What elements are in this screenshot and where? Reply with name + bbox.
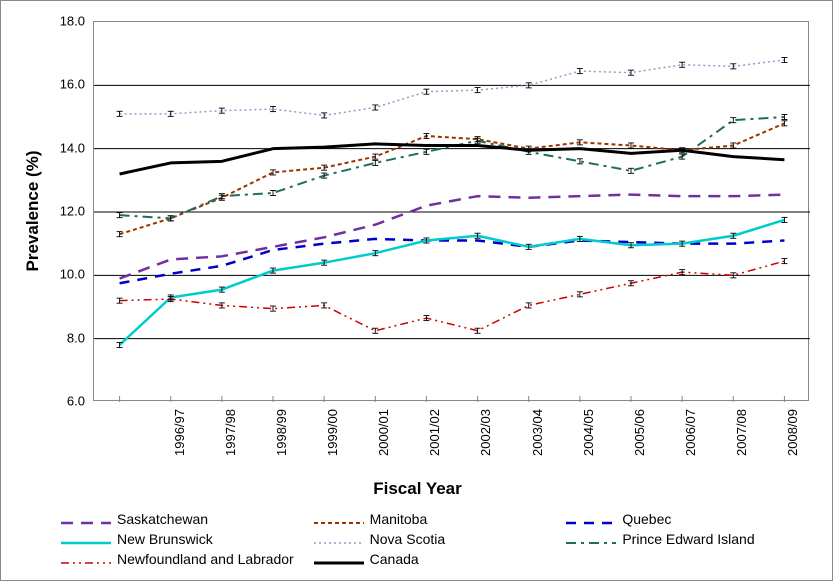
x-tick-label: 2000/01	[376, 409, 391, 456]
legend-item: Quebec	[566, 511, 811, 527]
legend-item: New Brunswick	[61, 531, 306, 547]
legend: Saskatchewan Manitoba Quebec New Brunswick N…	[61, 511, 811, 567]
chart-container: Prevalence (%) 6.08.010.012.014.016.018.…	[0, 0, 833, 581]
x-tick-label: 1996/97	[172, 409, 187, 456]
x-axis-title: Fiscal Year	[1, 479, 833, 499]
legend-item: Nova Scotia	[314, 531, 559, 547]
x-tick-label: 2003/04	[530, 409, 545, 456]
legend-grid: Saskatchewan Manitoba Quebec New Brunswick N…	[61, 511, 811, 567]
x-tick-label: 2002/03	[478, 409, 493, 456]
x-tick-label: 2008/09	[785, 409, 800, 456]
x-tick-label: 2006/07	[683, 409, 698, 456]
legend-item: Canada	[314, 551, 559, 567]
legend-label: Quebec	[622, 511, 671, 527]
legend-item: Manitoba	[314, 511, 559, 527]
x-tick-label: 1997/98	[223, 409, 238, 456]
x-tick-label: 2007/08	[734, 409, 749, 456]
legend-label: Canada	[370, 551, 419, 567]
legend-label: Manitoba	[370, 511, 428, 527]
x-tick-label: 2005/06	[632, 409, 647, 456]
x-axis-title-text: Fiscal Year	[373, 479, 462, 498]
legend-label: Prince Edward Island	[622, 531, 754, 547]
x-tick-label: 1998/99	[274, 409, 289, 456]
x-tick-label: 2004/05	[581, 409, 596, 456]
legend-label: Newfoundland and Labrador	[117, 551, 294, 567]
legend-item: Newfoundland and Labrador	[61, 551, 306, 567]
legend-label: Nova Scotia	[370, 531, 445, 547]
legend-item: Saskatchewan	[61, 511, 306, 527]
legend-item: Prince Edward Island	[566, 531, 811, 547]
x-tick-label: 1999/00	[325, 409, 340, 456]
legend-label: Saskatchewan	[117, 511, 208, 527]
legend-label: New Brunswick	[117, 531, 213, 547]
x-tick-label: 2001/02	[427, 409, 442, 456]
